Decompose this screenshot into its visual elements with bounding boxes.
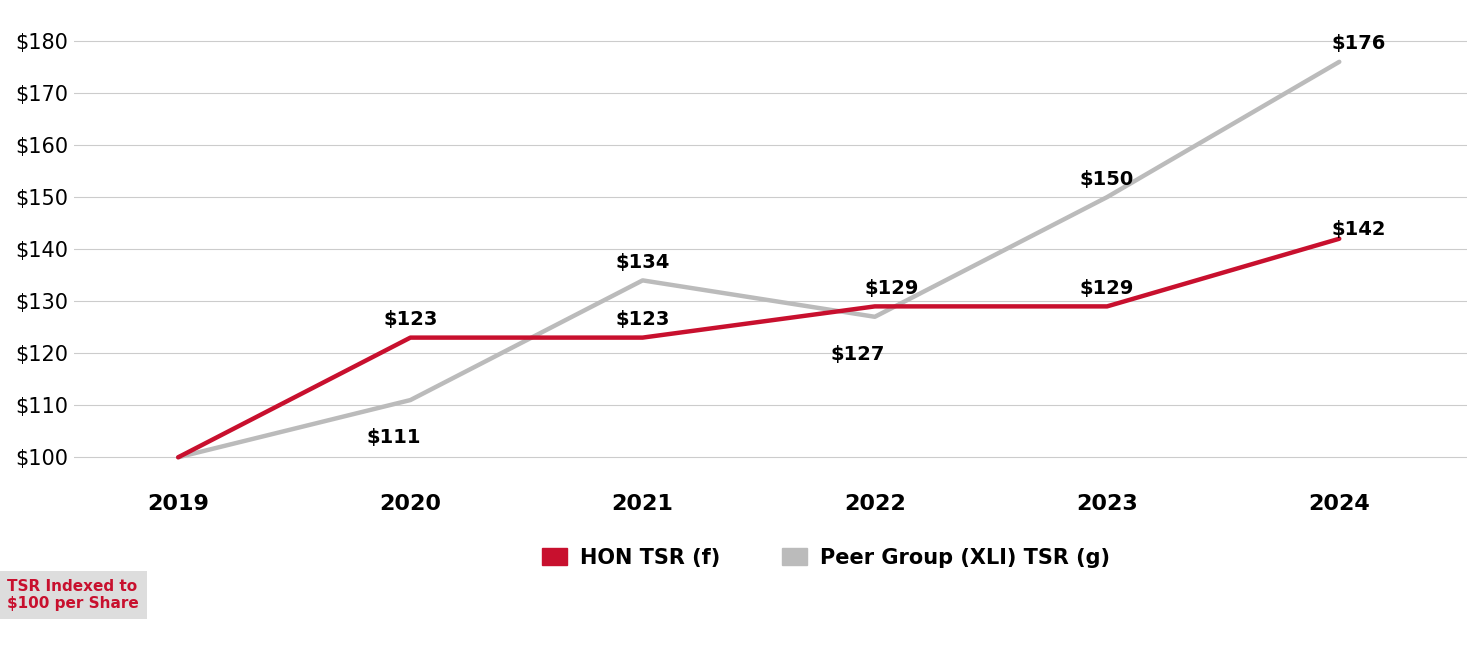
Text: $142: $142 xyxy=(1331,220,1386,239)
Text: TSR Indexed to
$100 per Share: TSR Indexed to $100 per Share xyxy=(7,578,139,611)
Text: $123: $123 xyxy=(615,310,670,330)
Text: $111: $111 xyxy=(366,428,421,447)
Text: $150: $150 xyxy=(1080,170,1134,188)
Legend: HON TSR (f), Peer Group (XLI) TSR (g): HON TSR (f), Peer Group (XLI) TSR (g) xyxy=(534,540,1119,576)
Text: $127: $127 xyxy=(831,344,885,363)
Text: $129: $129 xyxy=(864,279,919,298)
Text: $123: $123 xyxy=(384,310,437,330)
Text: $134: $134 xyxy=(615,253,670,272)
Text: $129: $129 xyxy=(1080,279,1134,298)
Text: $176: $176 xyxy=(1331,34,1386,53)
